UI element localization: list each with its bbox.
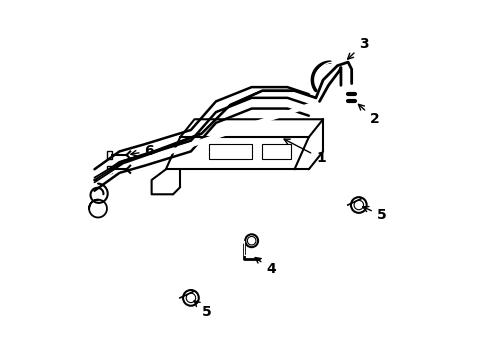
Text: 1: 1 (284, 139, 325, 165)
Text: 2: 2 (358, 104, 379, 126)
Bar (107, 152, 112, 158)
Text: 4: 4 (255, 257, 275, 276)
Text: 3: 3 (347, 37, 367, 59)
Bar (107, 166, 112, 173)
Text: 5: 5 (194, 301, 211, 319)
Text: 5: 5 (362, 207, 386, 222)
Text: 6: 6 (131, 144, 154, 158)
